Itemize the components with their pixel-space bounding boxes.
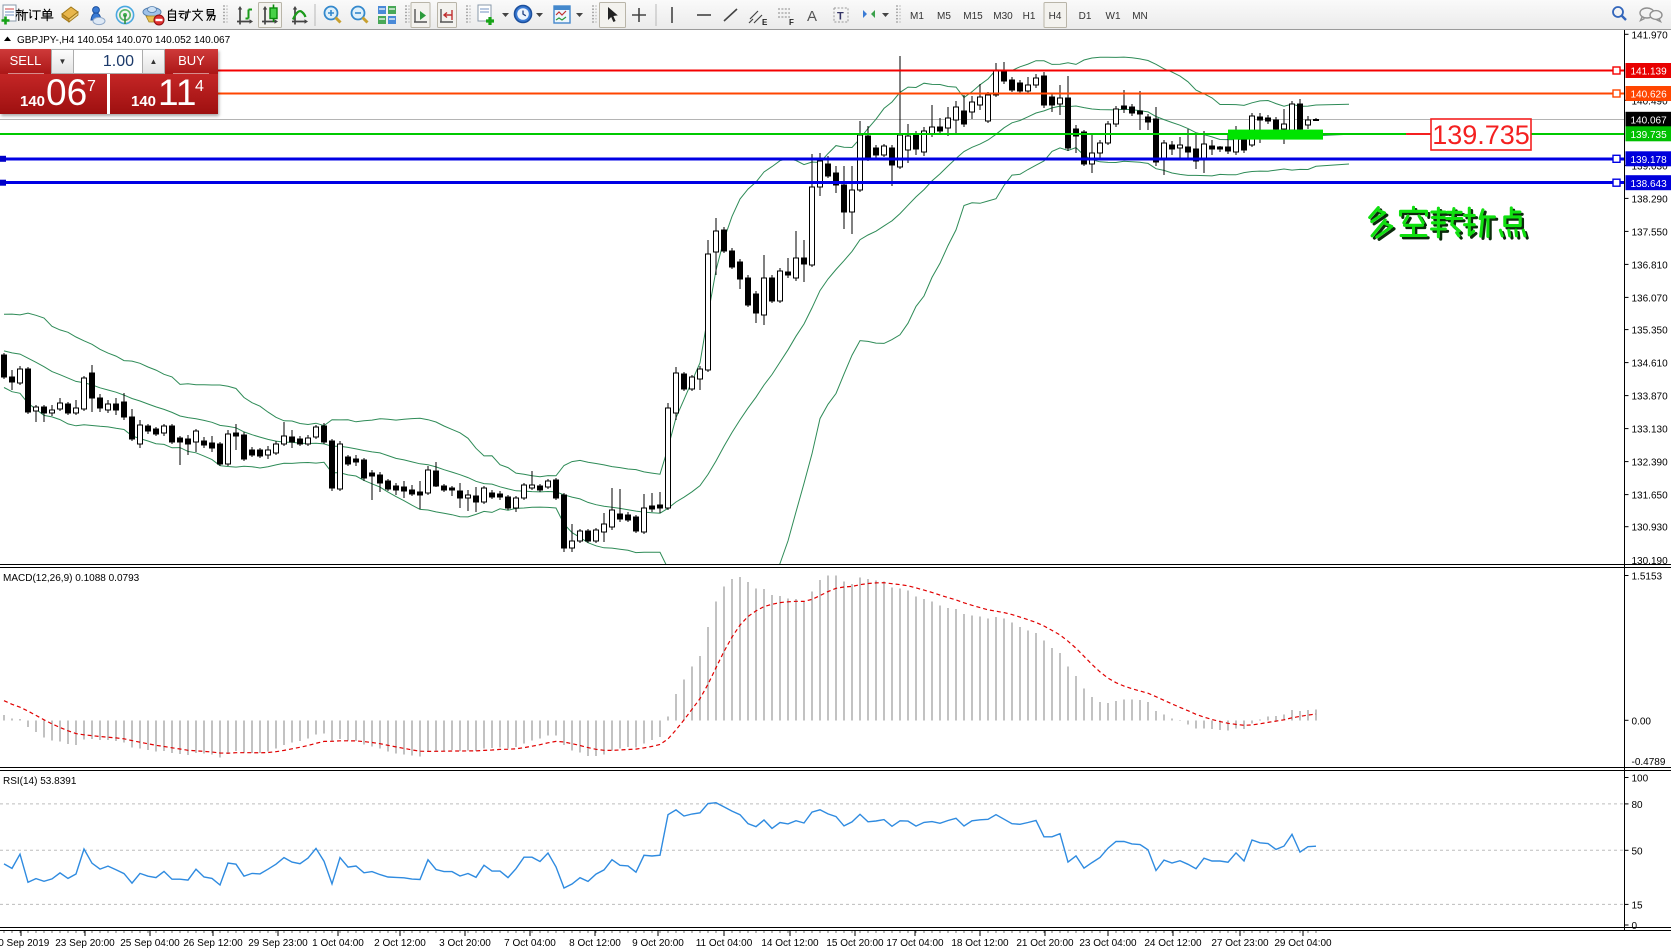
svg-text:80: 80 [1632,800,1644,811]
svg-text:A: A [807,8,817,25]
svg-text:21 Oct 20:00: 21 Oct 20:00 [1016,938,1074,949]
svg-text:15: 15 [1632,900,1644,911]
svg-text:2 Oct 12:00: 2 Oct 12:00 [374,938,426,949]
svg-text:MACD(12,26,9) 0.1088 0.0793: MACD(12,26,9) 0.1088 0.0793 [3,573,140,584]
svg-text:18 Oct 12:00: 18 Oct 12:00 [951,938,1009,949]
svg-text:0.00: 0.00 [1632,716,1652,727]
svg-text:M1: M1 [910,11,924,22]
svg-text:139.178: 139.178 [1631,155,1668,166]
svg-text:139.735: 139.735 [1432,120,1530,150]
svg-text:136.070: 136.070 [1632,293,1669,304]
svg-text:8 Oct 12:00: 8 Oct 12:00 [569,938,621,949]
svg-text:139.030: 139.030 [1632,161,1669,172]
svg-text:15 Oct 20:00: 15 Oct 20:00 [826,938,884,949]
svg-text:F: F [789,18,794,27]
svg-text:1.5153: 1.5153 [1632,572,1663,583]
svg-text:137.550: 137.550 [1632,227,1669,238]
svg-text:20 Sep 2019: 20 Sep 2019 [0,938,50,949]
svg-text:29 Oct 04:00: 29 Oct 04:00 [1274,938,1332,949]
svg-text:138.643: 138.643 [1631,179,1668,190]
svg-text:M30: M30 [993,11,1013,22]
svg-text:132.390: 132.390 [1632,458,1669,469]
svg-text:D1: D1 [1079,11,1092,22]
svg-text:141.970: 141.970 [1632,30,1669,41]
svg-text:14 Oct 12:00: 14 Oct 12:00 [761,938,819,949]
svg-text:7 Oct 04:00: 7 Oct 04:00 [504,938,556,949]
svg-text:3 Oct 20:00: 3 Oct 20:00 [439,938,491,949]
svg-text:MN: MN [1132,11,1148,22]
svg-text:100: 100 [1632,774,1649,785]
svg-text:H4: H4 [1049,11,1062,22]
svg-text:9 Oct 20:00: 9 Oct 20:00 [632,938,684,949]
svg-text:133.870: 133.870 [1632,392,1669,403]
svg-text:138.290: 138.290 [1632,194,1669,205]
svg-text:M15: M15 [963,11,983,22]
svg-text:130.930: 130.930 [1632,523,1669,534]
svg-text:140.626: 140.626 [1631,90,1668,101]
svg-text:29 Sep 23:00: 29 Sep 23:00 [248,938,308,949]
svg-text:1 Oct 04:00: 1 Oct 04:00 [312,938,364,949]
svg-text:27 Oct 23:00: 27 Oct 23:00 [1211,938,1269,949]
svg-text:11 Oct 04:00: 11 Oct 04:00 [696,938,753,949]
svg-text:50: 50 [1632,846,1644,857]
svg-text:H1: H1 [1023,11,1036,22]
svg-text:17 Oct 04:00: 17 Oct 04:00 [886,938,944,949]
svg-text:24 Oct 12:00: 24 Oct 12:00 [1144,938,1202,949]
svg-text:23 Oct 04:00: 23 Oct 04:00 [1079,938,1137,949]
svg-text:130.190: 130.190 [1632,556,1669,567]
svg-text:GBPJPY-,H4 140.054 140.070 14: GBPJPY-,H4 140.054 140.070 140.052 140.0… [17,35,231,46]
svg-text:M5: M5 [937,11,951,22]
svg-text:26 Sep 12:00: 26 Sep 12:00 [183,938,243,949]
svg-text:W1: W1 [1106,11,1121,22]
svg-text:136.810: 136.810 [1632,260,1669,271]
svg-text:141.139: 141.139 [1631,67,1668,78]
svg-text:133.130: 133.130 [1632,425,1669,436]
svg-text:135.350: 135.350 [1632,326,1669,337]
svg-text:-0.4789: -0.4789 [1632,757,1666,768]
svg-text:140.490: 140.490 [1632,96,1669,107]
svg-text:25 Sep 04:00: 25 Sep 04:00 [120,938,180,949]
svg-text:0: 0 [1632,921,1638,932]
svg-text:RSI(14) 53.8391: RSI(14) 53.8391 [3,776,77,787]
svg-text:23 Sep 20:00: 23 Sep 20:00 [55,938,115,949]
svg-text:139.735: 139.735 [1631,130,1668,141]
svg-text:E: E [762,18,768,27]
svg-text:131.650: 131.650 [1632,491,1669,502]
svg-text:T: T [837,11,844,23]
svg-text:140.067: 140.067 [1631,116,1668,127]
svg-text:134.610: 134.610 [1632,359,1669,370]
